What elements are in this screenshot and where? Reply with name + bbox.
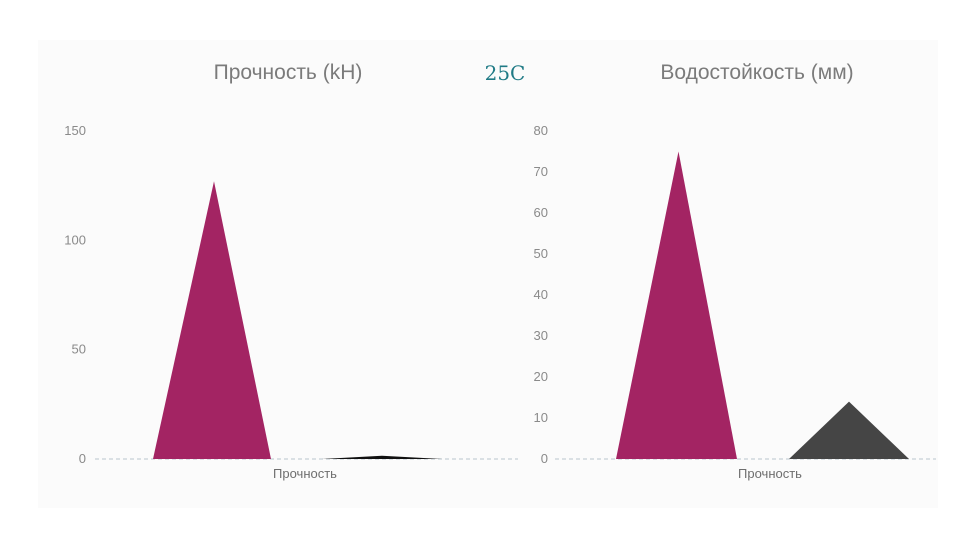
y-tick-label: 70: [534, 164, 548, 179]
chart-strength: Прочность (kH) 0 50 100 150 Прочность: [64, 61, 518, 481]
temperature-label: 25C: [485, 61, 526, 85]
y-tick-label: 50: [534, 246, 548, 261]
chart-title: Прочность (kH): [214, 61, 363, 84]
y-tick-label: 60: [534, 205, 548, 220]
triangle-mark-series-1: [616, 151, 737, 459]
y-tick-label: 80: [534, 123, 548, 138]
triangle-mark-series-1: [153, 181, 271, 459]
y-tick-label: 40: [534, 287, 548, 302]
triangle-mark-series-2: [322, 455, 442, 459]
data-marks: [153, 181, 442, 459]
triangle-mark-series-2: [789, 401, 909, 459]
y-tick-label: 20: [534, 369, 548, 384]
y-tick-label: 50: [72, 342, 86, 357]
y-tick-label: 100: [64, 232, 86, 247]
category-label: Прочность: [738, 466, 802, 481]
chart-water-resistance: Водостойкость (мм) 0 10 20 30 40 50 60 70 80 Про…: [534, 61, 936, 481]
y-tick-label: 0: [541, 451, 548, 466]
y-axis-ticks: 0 10 20 30 40 50 60 70 80: [534, 123, 548, 466]
y-tick-label: 10: [534, 410, 548, 425]
y-tick-label: 0: [79, 451, 86, 466]
chart-title: Водостойкость (мм): [660, 61, 853, 84]
y-axis-ticks: 0 50 100 150: [64, 123, 86, 466]
y-tick-label: 30: [534, 328, 548, 343]
data-marks: [616, 151, 909, 459]
y-tick-label: 150: [64, 123, 86, 138]
category-label: Прочность: [273, 466, 337, 481]
